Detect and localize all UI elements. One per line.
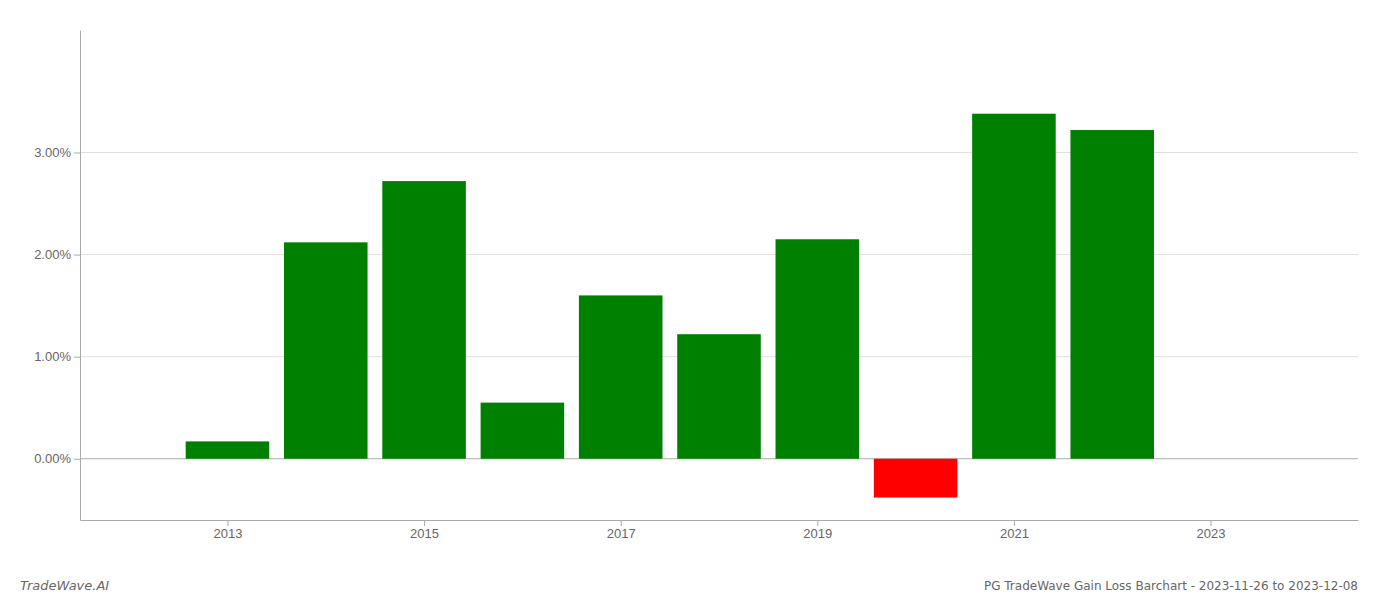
x-tick: 2017 [607,520,636,541]
bars [186,114,1154,498]
x-tick-mark [424,520,425,526]
grid [80,153,1358,459]
bar [284,242,368,458]
grid-line [80,152,1358,153]
bar [874,459,958,498]
x-tick: 2019 [803,520,832,541]
y-tick-label: 1.00% [34,349,71,364]
bar [481,403,565,459]
y-tick: 3.00% [34,145,80,160]
y-tick-label: 0.00% [34,451,71,466]
y-tick-mark [74,255,80,256]
x-tick-label: 2019 [803,526,832,541]
y-tick-mark [74,357,80,358]
x-tick-mark [1211,520,1212,526]
bar [186,441,270,458]
x-tick-mark [227,520,228,526]
x-tick-label: 2023 [1197,526,1226,541]
x-tick-mark [817,520,818,526]
x-tick-label: 2013 [214,526,243,541]
x-tick-label: 2021 [1000,526,1029,541]
y-tick: 1.00% [34,349,80,364]
watermark: TradeWave.AI [20,578,109,593]
x-axis: 2013 2015 2017 2019 2021 2023 [81,520,1359,541]
x-tick: 2013 [214,520,243,541]
y-tick: 0.00% [34,451,80,466]
x-tick: 2023 [1197,520,1226,541]
bar [972,114,1056,459]
x-tick-label: 2015 [410,526,439,541]
y-tick-label: 2.00% [34,247,71,262]
bar [382,181,466,459]
y-tick-mark [74,153,80,154]
y-tick: 2.00% [34,247,80,262]
bar [1070,130,1154,459]
chart: 2013 2015 2017 2019 2021 2023 0.00% 1.00% 2.00% 3… [0,0,1400,600]
plot: 2013 2015 2017 2019 2021 2023 0.00% 1.00% 2.00% 3… [34,31,1358,542]
bar [776,239,860,458]
y-tick-mark [74,459,80,460]
grid-line [80,254,1358,255]
x-tick-label: 2017 [607,526,636,541]
y-axis: 0.00% 1.00% 2.00% 3.00% [34,31,80,521]
x-tick-mark [1014,520,1015,526]
x-tick: 2015 [410,520,439,541]
bar [677,334,761,459]
title: PG TradeWave Gain Loss Barchart - 2023-1… [984,579,1358,593]
x-axis-line [81,520,1359,521]
y-tick-label: 3.00% [34,145,71,160]
y-axis-line [80,31,81,521]
bar [579,295,663,458]
x-tick: 2021 [1000,520,1029,541]
x-tick-mark [621,520,622,526]
